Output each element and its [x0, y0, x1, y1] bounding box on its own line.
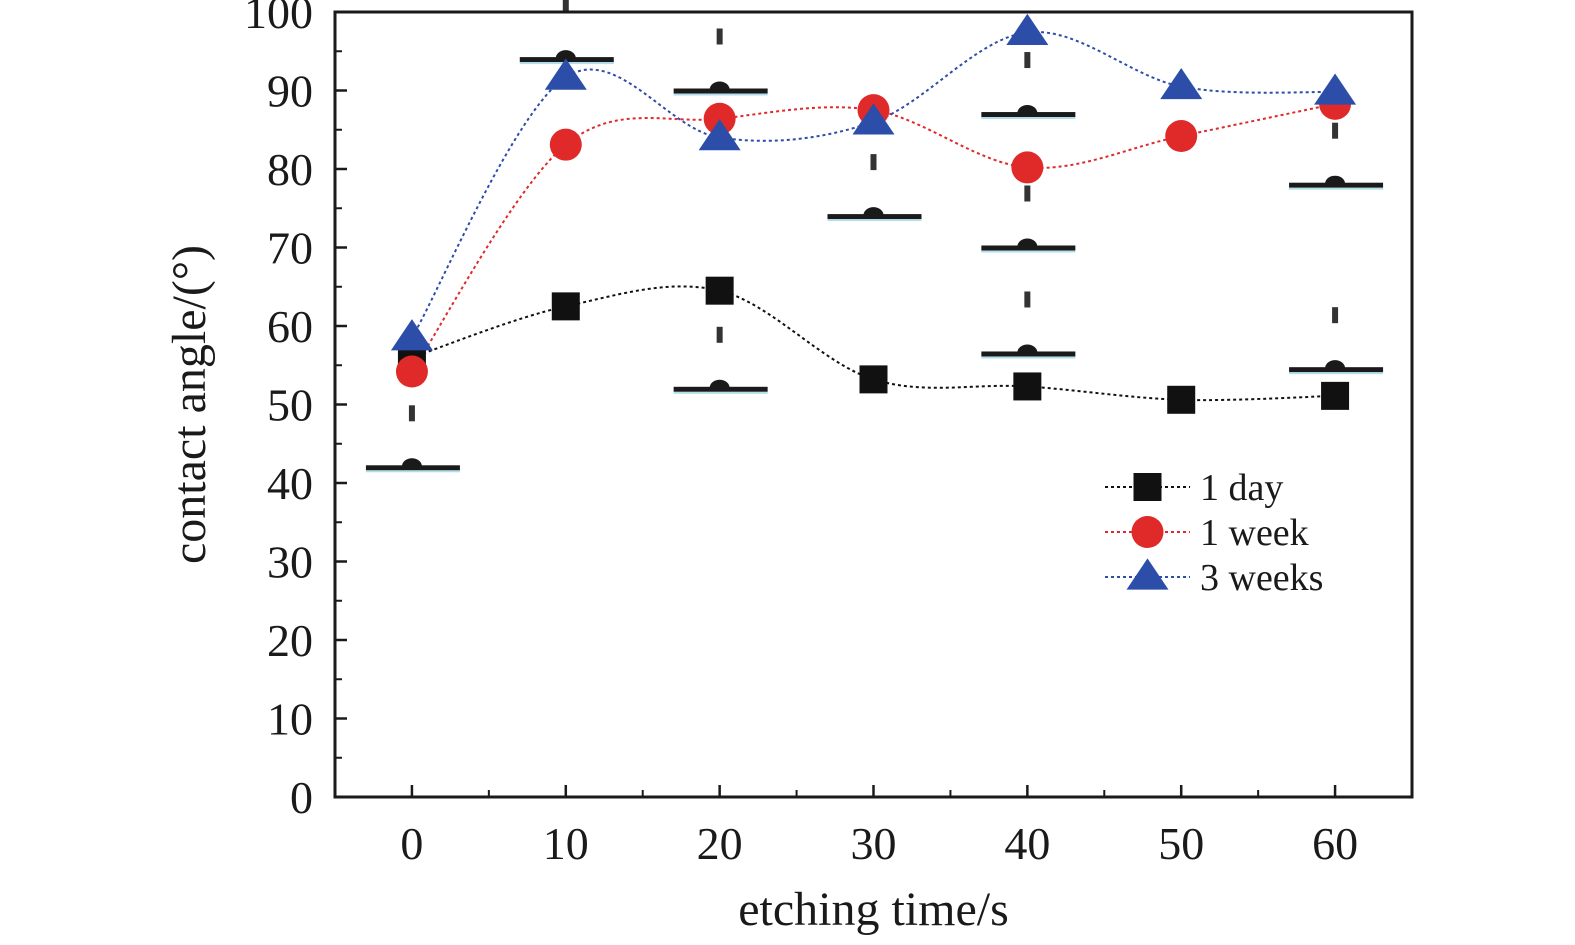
data-point — [549, 128, 582, 161]
droplet-images — [365, 0, 1384, 473]
data-point — [1006, 13, 1049, 46]
data-point — [1165, 120, 1198, 153]
data-point — [1321, 381, 1350, 410]
droplet-image — [673, 28, 768, 96]
x-tick-label: 30 — [851, 818, 897, 869]
data-point — [1314, 73, 1357, 105]
legend-item: 3 weeks — [1105, 557, 1323, 599]
y-tick-label: 60 — [267, 301, 313, 352]
y-axis-ticks: 0 10 20 30 40 50 60 70 80 90 100 — [244, 0, 347, 823]
y-tick-label: 80 — [267, 144, 313, 195]
data-point — [395, 355, 428, 388]
legend-label: 1 day — [1200, 467, 1283, 509]
data-point — [544, 58, 587, 90]
legend-marker — [1131, 516, 1164, 548]
x-tick-label: 50 — [1158, 818, 1204, 869]
y-tick-label: 10 — [267, 694, 313, 745]
x-tick-label: 40 — [1004, 818, 1050, 869]
droplet-image — [981, 185, 1076, 253]
data-point — [703, 102, 736, 135]
y-tick-label: 0 — [290, 772, 313, 823]
droplet-image — [673, 326, 768, 394]
droplet-image — [519, 0, 614, 65]
y-tick-label: 70 — [267, 223, 313, 274]
y-tick-label: 50 — [267, 380, 313, 431]
data-point — [1160, 67, 1203, 100]
data-point — [1167, 385, 1196, 414]
y-tick-label: 40 — [267, 458, 313, 509]
droplet-image — [827, 154, 922, 222]
legend-marker — [1126, 558, 1169, 590]
legend-label: 1 week — [1200, 512, 1309, 554]
data-point — [852, 103, 895, 135]
data-point — [1011, 151, 1044, 184]
legend-item: 1 week — [1105, 512, 1309, 554]
y-tick-label: 30 — [267, 537, 313, 588]
data-point — [390, 319, 433, 351]
droplet-image — [365, 405, 460, 473]
x-tick-label: 0 — [400, 818, 423, 869]
x-tick-label: 60 — [1312, 818, 1358, 869]
x-axis-title: etching time/s — [738, 883, 1009, 936]
y-axis-title: contact angle/(°) — [163, 245, 216, 564]
data-point — [705, 276, 734, 305]
y-tick-label: 90 — [267, 66, 313, 117]
droplet-image — [981, 52, 1076, 120]
legend-marker — [1133, 473, 1162, 501]
droplet-image — [1289, 122, 1384, 190]
data-point — [1013, 372, 1042, 401]
droplet-image — [981, 291, 1076, 359]
data-point — [859, 365, 888, 394]
y-tick-label: 100 — [244, 0, 313, 38]
x-tick-label: 10 — [543, 818, 589, 869]
data-point — [698, 119, 741, 151]
x-tick-label: 20 — [697, 818, 743, 869]
legend-item: 1 day — [1105, 467, 1283, 509]
x-axis-ticks: 0 10 20 30 40 50 60 — [400, 785, 1358, 869]
data-point — [551, 292, 580, 321]
legend-label: 3 weeks — [1200, 557, 1323, 599]
y-tick-label: 20 — [267, 615, 313, 666]
series-line — [411, 30, 1336, 339]
series-markers — [390, 13, 1357, 414]
droplet-image — [1289, 307, 1384, 375]
